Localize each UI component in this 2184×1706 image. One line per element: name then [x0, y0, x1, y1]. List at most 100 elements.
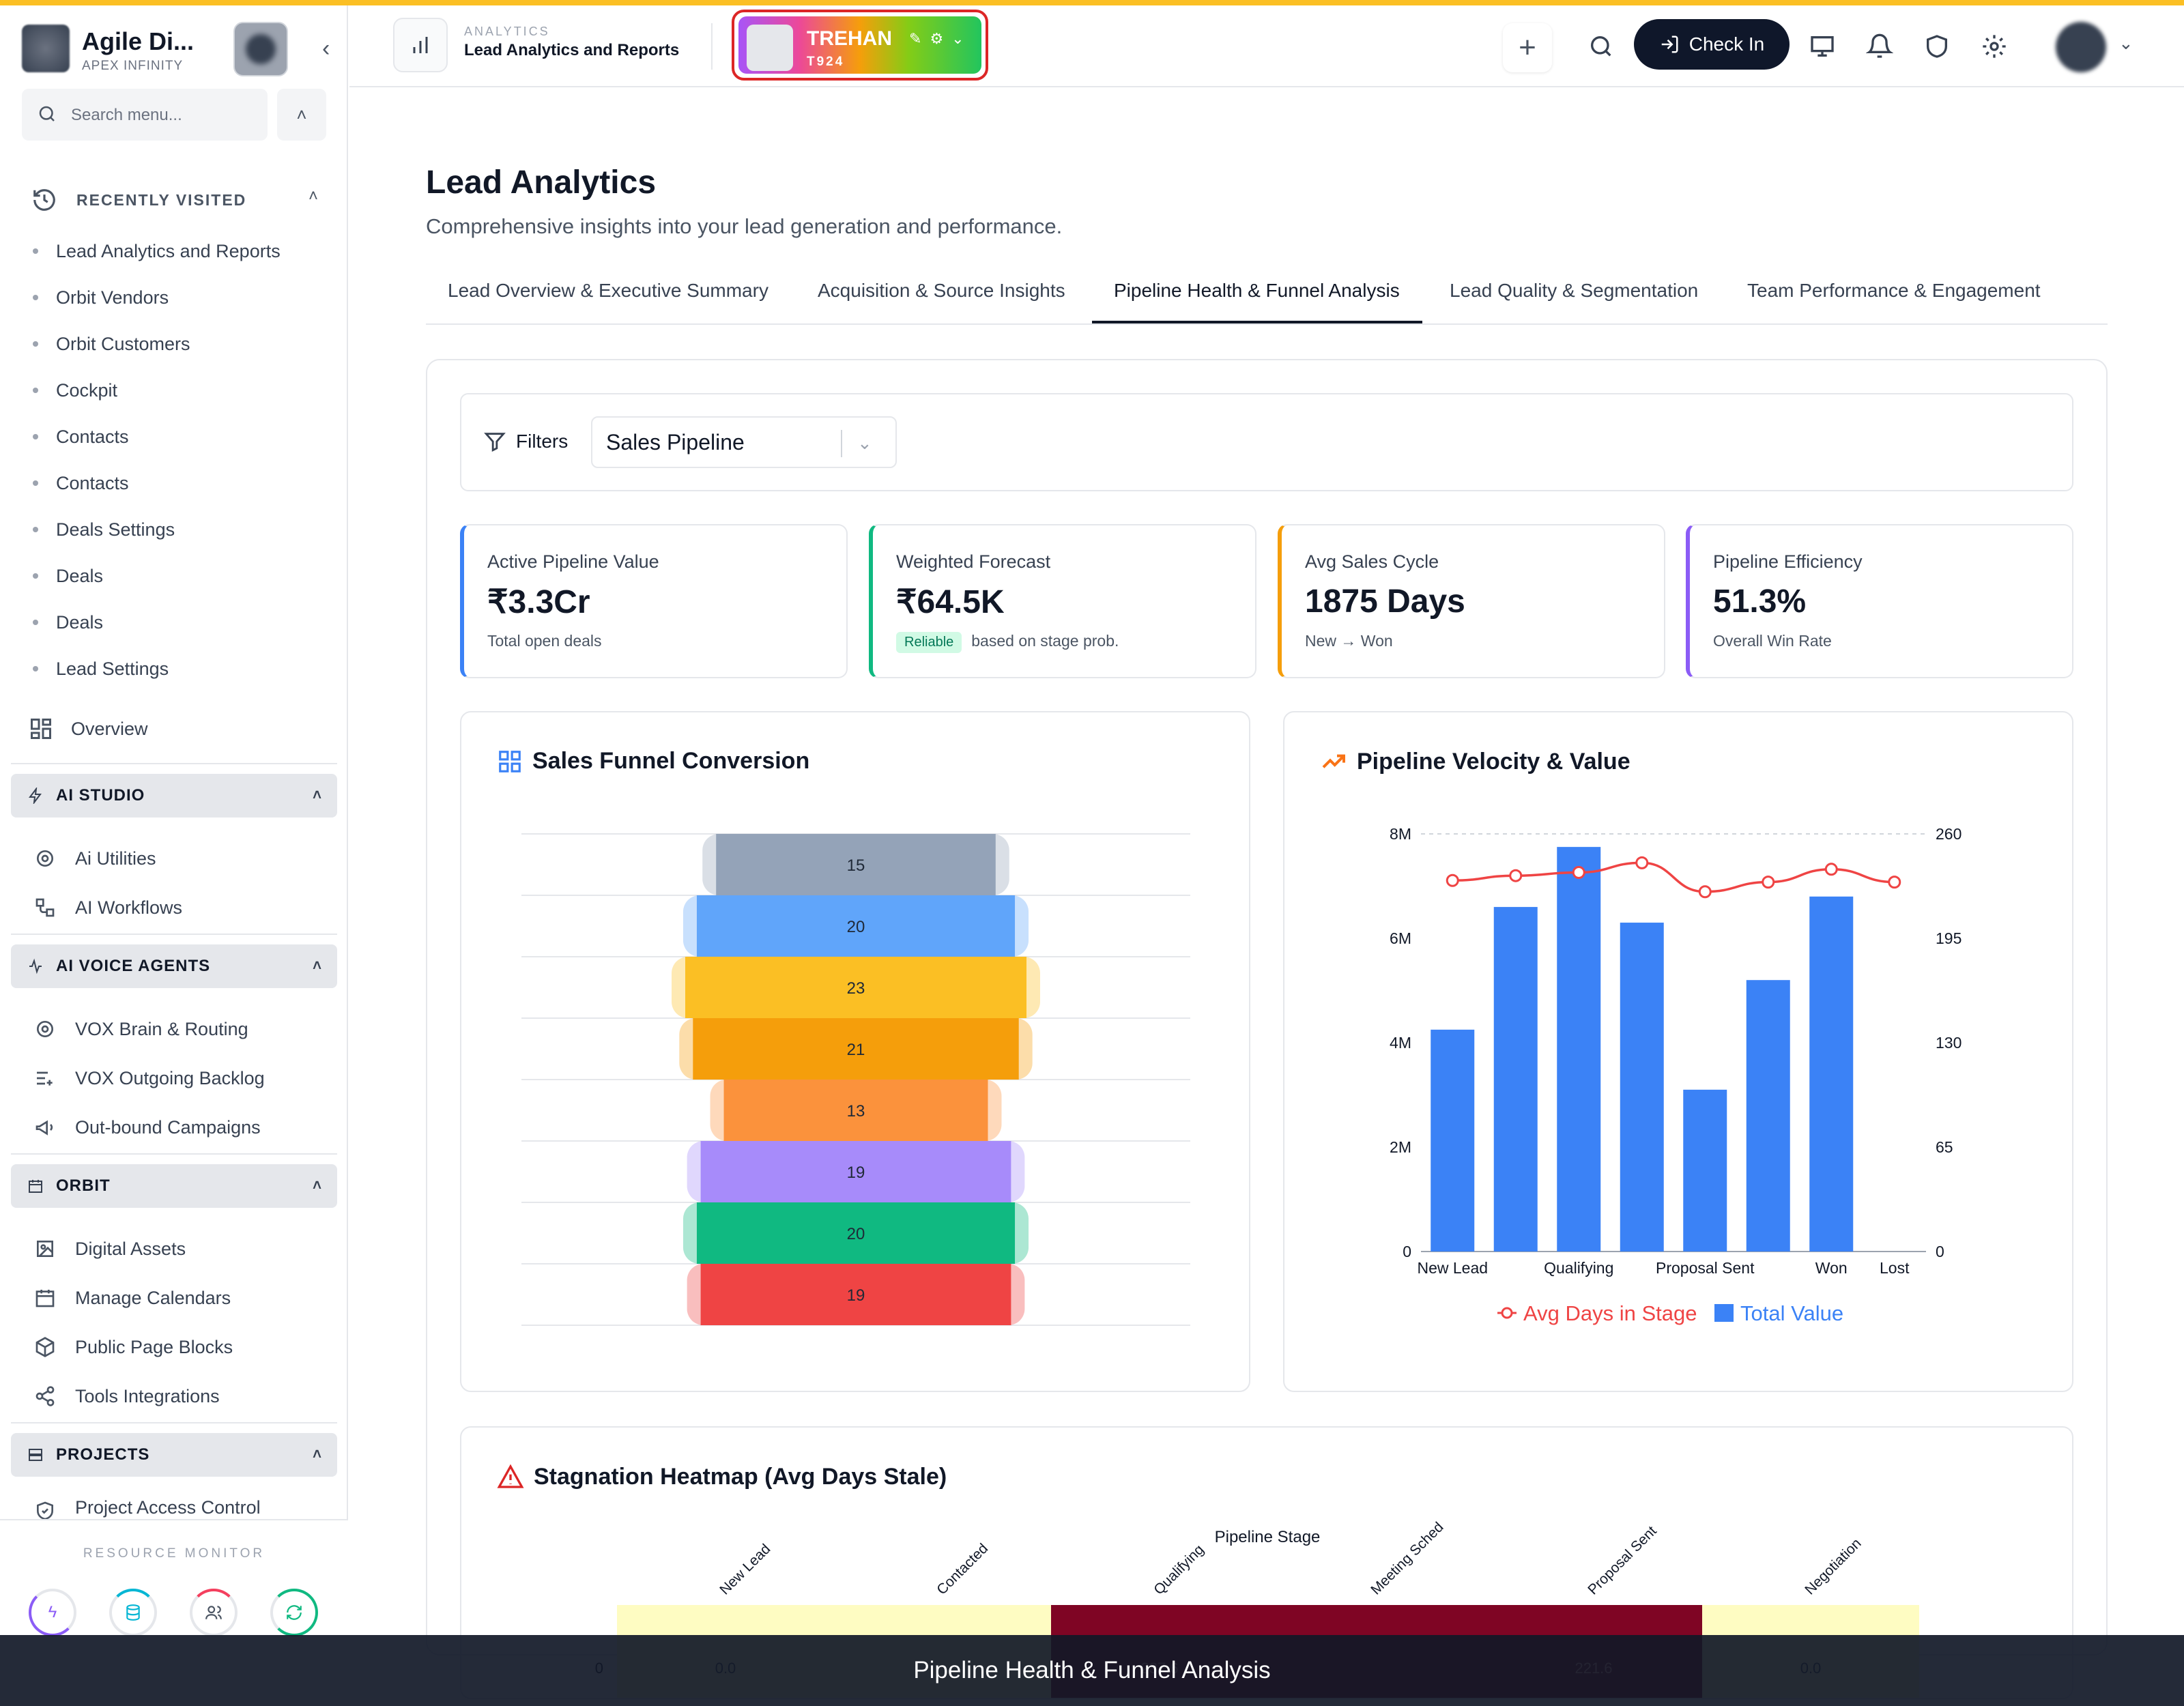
add-button[interactable]: +: [1503, 23, 1552, 72]
tab-lead-quality[interactable]: Lead Quality & Segmentation: [1450, 280, 1699, 301]
funnel-segment: [696, 1202, 1016, 1264]
user-avatar[interactable]: [2056, 22, 2106, 72]
sidebar: Agile Di... APEX INFINITY ‹ Search menu.…: [0, 5, 348, 1636]
y-right-tick: 0: [1936, 1243, 1944, 1260]
chevron-up-icon: ˄: [313, 1445, 322, 1462]
kpi-value: ₹64.5K: [896, 584, 1005, 620]
kpi-note-text: based on stage prob.: [971, 632, 1119, 650]
analytics-icon: [393, 18, 448, 72]
funnel-segment: [696, 895, 1016, 957]
kpi-avg-sales-cycle: Avg Sales Cycle 1875 Days New → Won: [1278, 524, 1665, 678]
velocity-point: [1698, 885, 1712, 899]
activity-icon: [27, 958, 46, 974]
grid-icon: [27, 715, 55, 742]
organization-tools: ✎ ⚙ ⌄: [909, 30, 964, 48]
sidebar-item-outbound-campaigns[interactable]: Out-bound Campaigns: [31, 1107, 332, 1148]
funnel-value-label: 21: [847, 1041, 865, 1059]
sidebar-item-overview[interactable]: Overview: [27, 708, 328, 749]
kpi-label: Active Pipeline Value: [487, 551, 659, 572]
resource-monitor: RESOURCE MONITOR ϟ: [0, 1519, 348, 1636]
sync-gauge[interactable]: [270, 1589, 318, 1636]
sidebar-item-label: Ai Utilities: [75, 848, 156, 869]
tab-bar: Lead Overview & Executive Summary Acquis…: [426, 266, 2108, 325]
section-ai-voice-agents[interactable]: AI VOICE AGENTS ˄: [11, 944, 337, 988]
users-icon: [205, 1606, 222, 1619]
users-gauge[interactable]: [190, 1589, 238, 1636]
recent-item[interactable]: Deals: [33, 599, 326, 646]
chevron-down-icon[interactable]: ⌄: [2118, 33, 2133, 53]
chevron-up-icon: ˄: [313, 1176, 322, 1194]
sidebar-item-digital-assets[interactable]: Digital Assets: [31, 1228, 332, 1269]
shield-icon[interactable]: [1921, 30, 1953, 63]
kpi-value: ₹3.3Cr: [487, 584, 590, 620]
recent-item[interactable]: Deals: [33, 553, 326, 599]
section-ai-studio[interactable]: AI STUDIO ˄: [11, 774, 337, 818]
sidebar-item-label: AI Workflows: [75, 897, 183, 918]
organization-logo: [747, 25, 793, 71]
recent-list: Lead Analytics and Reports Orbit Vendors…: [33, 228, 326, 692]
recent-item[interactable]: Contacts: [33, 460, 326, 506]
chevron-up-icon[interactable]: ˄: [277, 89, 326, 141]
sidebar-item-label: Manage Calendars: [75, 1287, 231, 1308]
collapse-sidebar-button[interactable]: ‹: [322, 35, 330, 61]
tab-pipeline-health[interactable]: Pipeline Health & Funnel Analysis: [1114, 280, 1400, 301]
sidebar-item-label: VOX Outgoing Backlog: [75, 1067, 265, 1088]
search-icon[interactable]: [1585, 30, 1618, 63]
recent-item[interactable]: Lead Analytics and Reports: [33, 228, 326, 274]
x-tick-label: Won: [1815, 1259, 1848, 1277]
monitor-icon[interactable]: [1806, 30, 1839, 63]
kpi-note: Overall Win Rate: [1713, 632, 1832, 650]
layout-grid-icon: [499, 750, 521, 772]
tab-lead-overview[interactable]: Lead Overview & Executive Summary: [448, 280, 768, 301]
sidebar-item-tools-integrations[interactable]: Tools Integrations: [31, 1376, 332, 1417]
recent-item[interactable]: Lead Settings: [33, 646, 326, 692]
kpi-value: 1875 Days: [1305, 583, 1465, 620]
tab-acquisition[interactable]: Acquisition & Source Insights: [818, 280, 1065, 301]
section-orbit[interactable]: ORBIT ˄: [11, 1164, 337, 1208]
pipeline-select[interactable]: Sales Pipeline ⌄: [591, 416, 897, 468]
recent-item[interactable]: Orbit Customers: [33, 321, 326, 367]
workspace-avatar[interactable]: [233, 22, 288, 76]
sidebar-item-public-page-blocks[interactable]: Public Page Blocks: [31, 1327, 332, 1368]
gear-icon[interactable]: ⚙: [930, 30, 944, 47]
funnel-value-label: 20: [847, 1225, 865, 1243]
image-icon: [31, 1235, 59, 1262]
sidebar-item-ai-workflows[interactable]: AI Workflows: [31, 887, 332, 928]
database-gauge[interactable]: [109, 1589, 157, 1636]
legend-total-value: Total Value: [1740, 1301, 1843, 1325]
shield-check-icon: [31, 1497, 59, 1520]
server-icon: [27, 1447, 46, 1463]
divider: [11, 1422, 337, 1423]
recent-item[interactable]: Deals Settings: [33, 506, 326, 553]
recent-item[interactable]: Contacts: [33, 414, 326, 460]
bell-icon[interactable]: [1863, 30, 1896, 63]
edit-icon[interactable]: ✎: [909, 30, 922, 47]
chevron-up-icon: ˄: [313, 786, 322, 803]
x-tick-label: Lost: [1880, 1259, 1910, 1277]
tab-team-performance[interactable]: Team Performance & Engagement: [1747, 280, 2041, 301]
brand-logo: [22, 25, 70, 72]
sidebar-item-vox-brain[interactable]: VOX Brain & Routing: [31, 1009, 332, 1050]
list-plus-icon: [31, 1065, 59, 1092]
y-right-tick: 65: [1936, 1138, 1953, 1156]
filter-panel: Filters Sales Pipeline ⌄: [460, 393, 2073, 491]
search-menu-input[interactable]: Search menu...: [22, 89, 268, 141]
cog-icon: [31, 845, 59, 872]
sidebar-item-ai-utilities[interactable]: Ai Utilities: [31, 838, 332, 879]
organization-switcher[interactable]: TREHAN T924 ✎ ⚙ ⌄: [732, 10, 988, 81]
chevron-up-icon: ˄: [308, 187, 318, 205]
chevron-down-icon[interactable]: ⌄: [951, 30, 964, 47]
cpu-gauge[interactable]: ϟ: [29, 1589, 76, 1636]
recent-item[interactable]: Cockpit: [33, 367, 326, 414]
reliable-badge: Reliable: [896, 632, 962, 653]
recent-item[interactable]: Orbit Vendors: [33, 274, 326, 321]
gear-icon[interactable]: [1978, 30, 2011, 63]
check-in-button[interactable]: Check In: [1634, 19, 1790, 70]
sidebar-item-vox-backlog[interactable]: VOX Outgoing Backlog: [31, 1058, 332, 1099]
heatmap-column-label: Meeting Sched: [1368, 1519, 1446, 1597]
funnel-value-label: 20: [847, 918, 865, 936]
sidebar-item-manage-calendars[interactable]: Manage Calendars: [31, 1277, 332, 1318]
recently-visited-header[interactable]: RECENTLY VISITED ˄: [31, 184, 318, 214]
section-projects[interactable]: PROJECTS ˄: [11, 1433, 337, 1477]
sidebar-item-project-access-control[interactable]: Project Access Control: [31, 1497, 332, 1520]
